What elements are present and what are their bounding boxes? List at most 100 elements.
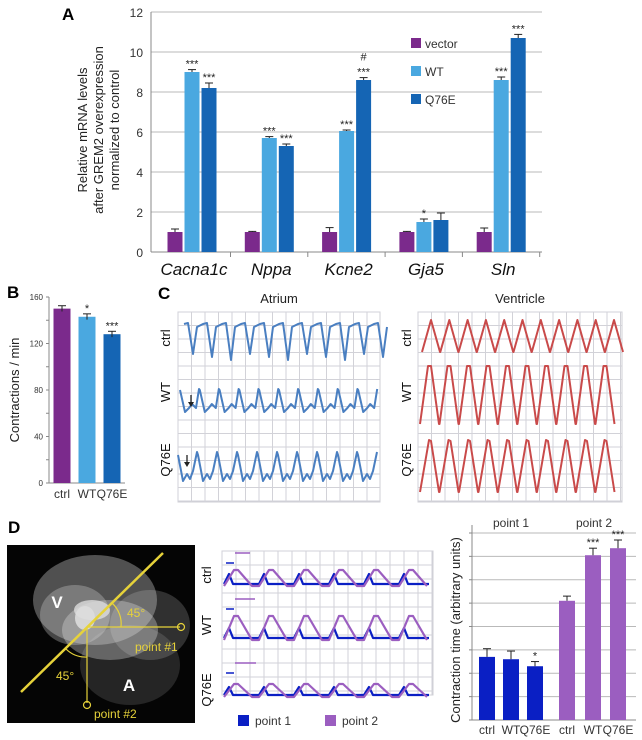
legend-swatch-vector xyxy=(411,38,421,48)
y-tick-label: 160 xyxy=(30,293,44,302)
trace-row-label-q76e: Q76E xyxy=(199,673,214,707)
bar-point2-wt xyxy=(585,555,601,720)
bar-vector-cacna1c xyxy=(167,232,183,252)
legend-swatch-wt xyxy=(411,66,421,76)
bar-ctrl xyxy=(53,308,71,483)
y-tick-label: 6 xyxy=(136,126,143,140)
bar-point1-q76e xyxy=(527,666,543,720)
category-label: Kcne2 xyxy=(324,260,373,279)
atrium-label: A xyxy=(123,676,135,695)
category-label: Q76E xyxy=(97,487,128,501)
point1-label: point #1 xyxy=(135,640,178,654)
y-axis-label: after GREM2 overexpression xyxy=(91,46,106,214)
category-label: Gja5 xyxy=(408,260,444,279)
row-label-ctrl: ctrl xyxy=(399,329,414,346)
significance-label: *** xyxy=(203,72,217,84)
bar-wt-gja5 xyxy=(416,222,432,252)
atrium-trace-ctrl xyxy=(183,322,388,361)
hash-annotation: # xyxy=(361,52,368,64)
panel-label-c: C xyxy=(158,284,170,303)
row-label-wt: WT xyxy=(158,382,173,402)
point2-marker xyxy=(82,700,92,710)
row-label-ctrl: ctrl xyxy=(158,329,173,346)
y-tick-label: 120 xyxy=(30,340,44,349)
category-label: Sln xyxy=(491,260,516,279)
legend-label: point 1 xyxy=(255,714,291,728)
trace-row-label-wt: WT xyxy=(199,615,214,635)
category-label: Q76E xyxy=(520,723,551,737)
bar-wt xyxy=(78,316,96,483)
image-background xyxy=(7,545,195,723)
category-label: Nppa xyxy=(251,260,292,279)
ventricle-label: V xyxy=(51,593,63,612)
category-label: ctrl xyxy=(479,723,495,737)
y-tick-label: 10 xyxy=(130,46,144,60)
legend-label: vector xyxy=(425,37,458,51)
significance-label: * xyxy=(422,208,427,220)
angle-label: 45° xyxy=(56,669,74,683)
atrium-trace-q76e xyxy=(177,451,378,482)
bar-vector-gja5 xyxy=(399,232,415,252)
atrium-title: Atrium xyxy=(260,291,298,306)
bar-point1-wt xyxy=(503,659,519,720)
significance-label: *** xyxy=(495,66,509,78)
legend-swatch-point1 xyxy=(238,715,249,726)
point2-trace xyxy=(222,614,428,642)
bar-q76e-gja5 xyxy=(433,220,449,252)
panel-label-b: B xyxy=(7,283,19,302)
panel-label-d: D xyxy=(8,518,20,537)
y-tick-label: 0 xyxy=(39,479,44,488)
point2-label: point #2 xyxy=(94,707,137,721)
category-label: WT xyxy=(502,723,521,737)
row-label-q76e: Q76E xyxy=(158,443,173,477)
y-tick-label: 12 xyxy=(130,6,144,20)
ventricle-trace-wt xyxy=(419,365,616,425)
significance-label: *** xyxy=(340,119,354,131)
arrowhead-icon xyxy=(184,462,190,467)
angle-arc xyxy=(111,602,122,628)
significance-label: * xyxy=(85,303,90,315)
panel-d-traces: ctrl WT Q76E point 1 point 2 xyxy=(199,550,434,728)
point1-trace xyxy=(223,572,429,586)
bar-wt-cacna1c xyxy=(184,72,200,252)
ventricle-trace-q76e xyxy=(419,439,616,493)
category-label: ctrl xyxy=(559,723,575,737)
bar-q76e-sln xyxy=(510,38,526,252)
bar-wt-nppa xyxy=(261,138,277,252)
point1-trace xyxy=(223,626,429,640)
bar-point1-ctrl xyxy=(479,656,495,720)
arrowhead-icon xyxy=(188,402,194,407)
legend-swatch-q76e xyxy=(411,94,421,104)
y-tick-label: 2 xyxy=(136,206,143,220)
y-axis-label: Contraction time (arbitrary units) xyxy=(448,537,463,723)
row-label-wt: WT xyxy=(399,382,414,402)
ventricle-trace-ctrl xyxy=(421,319,624,353)
panel-label-a: A xyxy=(62,5,74,24)
category-label: WT xyxy=(78,487,97,501)
group-label-point2: point 2 xyxy=(576,516,612,530)
y-tick-label: 40 xyxy=(34,433,43,442)
category-label: Cacna1c xyxy=(160,260,228,279)
y-tick-label: 8 xyxy=(136,86,143,100)
atrium-trace-wt xyxy=(179,388,379,413)
bar-q76e-kcne2 xyxy=(356,80,372,252)
bar-q76e-nppa xyxy=(278,146,294,252)
point2-trace xyxy=(223,682,428,699)
chart-b: 0 40 80 120 160 ctrl WT * Q76E *** Contractions / … xyxy=(7,293,127,501)
heart-image: V A 45° 45° point #1 point #2 xyxy=(7,545,195,723)
bar-vector-sln xyxy=(476,232,492,252)
chart-d: ctrl WT Q76E*ctrl WT***Q76E***point 1 point … xyxy=(448,516,636,737)
significance-label: *** xyxy=(357,67,371,79)
tissue-blob xyxy=(33,555,157,645)
axis-line xyxy=(20,552,164,693)
category-label: Q76E xyxy=(603,723,634,737)
point1-marker xyxy=(176,622,186,632)
point2-trace xyxy=(223,568,428,588)
tissue-blob xyxy=(80,625,180,705)
y-axis-label: Contractions / min xyxy=(7,338,22,443)
significance-label: *** xyxy=(263,126,277,138)
trace-grid xyxy=(221,550,434,696)
bar-wt-sln xyxy=(493,80,509,252)
y-tick-label: 0 xyxy=(136,246,143,260)
